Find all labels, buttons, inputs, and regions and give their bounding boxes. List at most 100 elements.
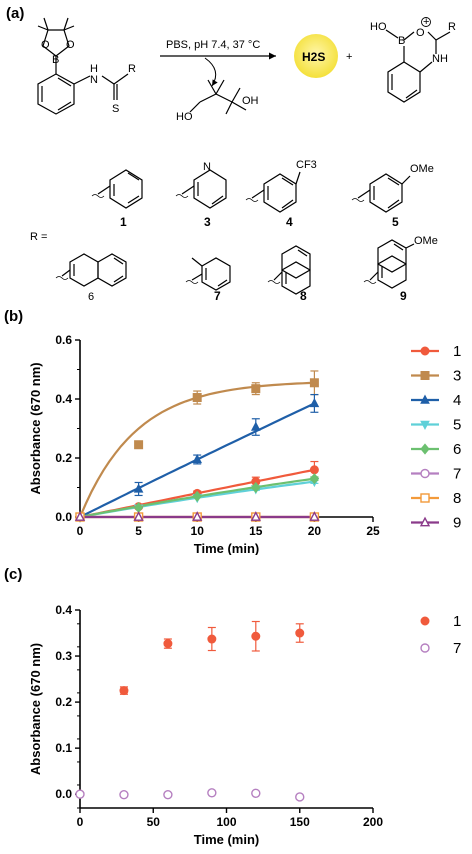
data-point-3 bbox=[134, 440, 144, 450]
x-tick-label: 200 bbox=[363, 815, 383, 829]
substituent-label: 4 bbox=[286, 215, 293, 229]
x-tick-label: 25 bbox=[366, 524, 380, 538]
x-tick-label: 15 bbox=[249, 524, 263, 538]
ome-label: OMe bbox=[414, 235, 438, 247]
atom-nh: NH bbox=[432, 53, 448, 65]
substituent-label: 8 bbox=[300, 289, 307, 303]
legend-label: 5 bbox=[453, 417, 461, 434]
h2s-sphere bbox=[294, 34, 338, 78]
data-point-1 bbox=[207, 634, 217, 644]
data-point-6 bbox=[309, 473, 320, 485]
substituent-label: 5 bbox=[392, 215, 399, 229]
legend-label: 7 bbox=[453, 466, 461, 483]
byproduct-arrow bbox=[204, 57, 218, 87]
ome-label: OMe bbox=[410, 163, 434, 175]
starting-material bbox=[37, 17, 129, 115]
data-point-6 bbox=[192, 490, 202, 502]
x-tick-label: 0 bbox=[77, 815, 84, 829]
substituent-1 bbox=[91, 169, 143, 209]
data-point-3 bbox=[251, 384, 261, 394]
legend-label: 9 bbox=[453, 515, 461, 532]
x-axis-title: Time (min) bbox=[194, 832, 260, 847]
substituent-5 bbox=[351, 173, 411, 213]
data-point-4 bbox=[192, 454, 203, 464]
data-point-3 bbox=[192, 393, 202, 403]
r-label: R = bbox=[30, 231, 47, 243]
x-tick-label: 5 bbox=[135, 524, 142, 538]
atom-r: R bbox=[128, 63, 136, 75]
chart-b: (b) 0 5 10 15 20 25 0.0 0.2 0.4 0.6 1 3 4 5 6 7 8 9 Time… bbox=[4, 308, 461, 555]
pinacol-byproduct bbox=[189, 79, 247, 115]
chart-c-axes: 0 50 100 150 200 0.0 0.1 0.2 0.3 0.4 bbox=[55, 603, 383, 829]
chart-panel-b: (b) 0 5 10 15 20 25 0.0 0.2 0.4 0.6 1 3 4 5 6 7 8 9 Time… bbox=[0, 305, 472, 555]
atom-n: N bbox=[90, 74, 98, 86]
substituent-7 bbox=[185, 257, 231, 291]
scheme-panel: (a) O O B H N R S PBS, pH 7.4, 37 °C bbox=[0, 0, 472, 305]
atom-o: O bbox=[66, 39, 75, 51]
atom-n: N bbox=[203, 161, 211, 173]
legend-label: 1 bbox=[453, 613, 461, 630]
chart-c-legend: 17 bbox=[420, 613, 461, 657]
legend-marker-6 bbox=[420, 443, 430, 455]
legend-marker-9 bbox=[419, 516, 431, 527]
data-point-6 bbox=[251, 481, 261, 494]
x-tick-label: 0 bbox=[77, 524, 84, 538]
x-axis-title: Time (min) bbox=[194, 541, 260, 555]
data-point-9 bbox=[250, 511, 261, 521]
y-tick-label: 0.0 bbox=[55, 787, 72, 801]
boron-product bbox=[385, 17, 451, 103]
x-tick-label: 20 bbox=[308, 524, 322, 538]
data-point-4 bbox=[133, 483, 144, 493]
legend-marker-5 bbox=[420, 420, 430, 430]
chart-c-marks bbox=[75, 620, 305, 802]
y-tick-label: 0.2 bbox=[55, 695, 72, 709]
data-point-7 bbox=[163, 789, 173, 800]
data-point-9 bbox=[133, 511, 144, 521]
data-point-1 bbox=[295, 628, 305, 638]
atom-s: S bbox=[112, 103, 119, 115]
legend-marker-1 bbox=[420, 616, 430, 626]
data-point-7 bbox=[119, 789, 129, 800]
x-tick-label: 100 bbox=[216, 815, 236, 829]
atom-b: B bbox=[398, 35, 405, 47]
atom-r: R bbox=[448, 21, 456, 33]
legend-marker-4 bbox=[420, 394, 430, 404]
data-point-9 bbox=[309, 511, 320, 521]
atom-h: H bbox=[90, 63, 98, 75]
substituent-label: 3 bbox=[204, 215, 211, 229]
data-point-1 bbox=[119, 686, 129, 696]
chart-b-marks bbox=[74, 370, 320, 523]
data-point-9 bbox=[192, 511, 203, 521]
data-point-4 bbox=[250, 421, 261, 431]
data-point-7 bbox=[75, 789, 85, 799]
y-tick-label: 0.6 bbox=[55, 333, 72, 347]
legend-marker-3 bbox=[420, 371, 430, 380]
chart-b-legend: 1 3 4 5 6 7 8 9 bbox=[411, 343, 461, 532]
atom-b: B bbox=[52, 54, 59, 66]
reaction-scheme: (a) O O B H N R S PBS, pH 7.4, 37 °C bbox=[6, 5, 456, 303]
legend-marker-7 bbox=[420, 468, 430, 479]
atom-ho: HO bbox=[370, 21, 387, 33]
y-axis-title: Absorbance (670 nm) bbox=[28, 362, 43, 494]
x-tick-label: 150 bbox=[290, 815, 310, 829]
atom-o: O bbox=[41, 39, 50, 51]
legend-marker-8 bbox=[420, 493, 430, 503]
chart-b-axes: 0 5 10 15 20 25 0.0 0.2 0.4 0.6 bbox=[55, 333, 380, 538]
legend-label: 7 bbox=[453, 640, 461, 657]
data-point-4 bbox=[309, 397, 320, 408]
legend-label: 6 bbox=[453, 441, 461, 458]
data-point-7 bbox=[251, 788, 261, 798]
data-point-7 bbox=[207, 788, 217, 798]
y-tick-label: 0.4 bbox=[55, 392, 72, 406]
substituent-label: 9 bbox=[400, 289, 407, 303]
substituent-4 bbox=[245, 171, 301, 213]
substituent-3 bbox=[175, 169, 227, 209]
substituent-label: 7 bbox=[214, 289, 221, 303]
legend-label: 4 bbox=[453, 392, 461, 409]
substituent-8 bbox=[267, 245, 311, 295]
data-point-7 bbox=[295, 792, 305, 802]
y-tick-label: 0.2 bbox=[55, 451, 72, 465]
substituent-label: 6 bbox=[88, 291, 94, 303]
substituent-label: 1 bbox=[120, 215, 127, 229]
